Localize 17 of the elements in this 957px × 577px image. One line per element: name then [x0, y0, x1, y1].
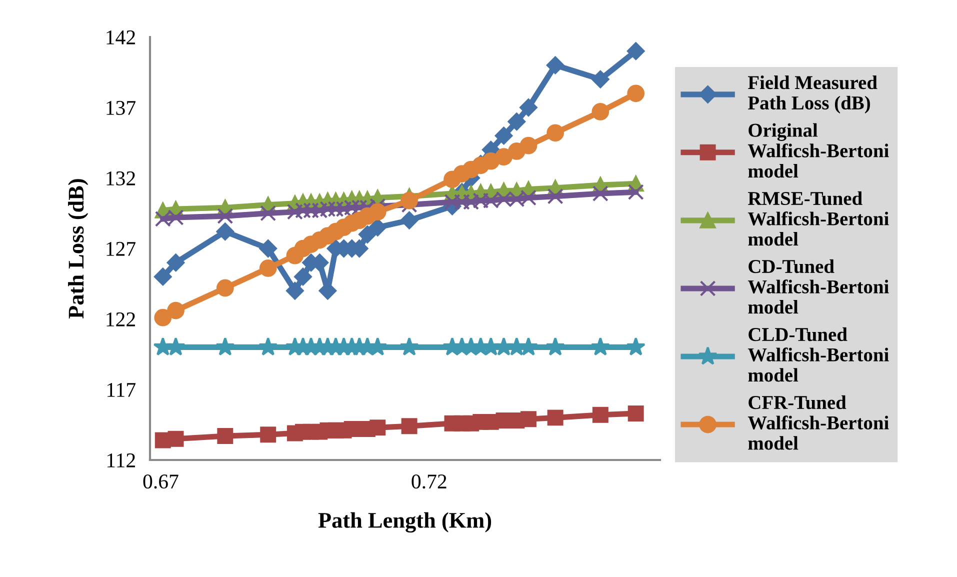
x-axis-title: Path Length (Km) [318, 512, 492, 533]
x-tick-label: 0.67 [143, 474, 178, 489]
legend-label: Original Walficsh-Bertoni model [748, 123, 889, 178]
y-axis-title: Path Loss (dB) [68, 179, 88, 319]
legend-label: CD-Tuned Walficsh-Bertoni model [748, 259, 889, 314]
y-tick-label: 142 [106, 30, 135, 44]
y-tick-label: 127 [106, 242, 136, 256]
legend-label: CFR-Tuned Walficsh-Bertoni model [748, 395, 889, 450]
legend-label: Field Measured Path Loss (dB) [748, 76, 878, 114]
y-tick-label: 112 [107, 453, 135, 468]
y-tick-label: 117 [107, 382, 136, 397]
y-tick-label: 137 [106, 100, 136, 115]
y-tick-label: 132 [106, 171, 135, 186]
legend-label: CLD-Tuned Walficsh-Bertoni model [748, 327, 889, 382]
legend-label: RMSE-Tuned Walficsh-Bertoni model [748, 191, 889, 246]
y-tick-label: 122 [106, 312, 135, 326]
x-tick-label: 0.72 [412, 474, 446, 489]
